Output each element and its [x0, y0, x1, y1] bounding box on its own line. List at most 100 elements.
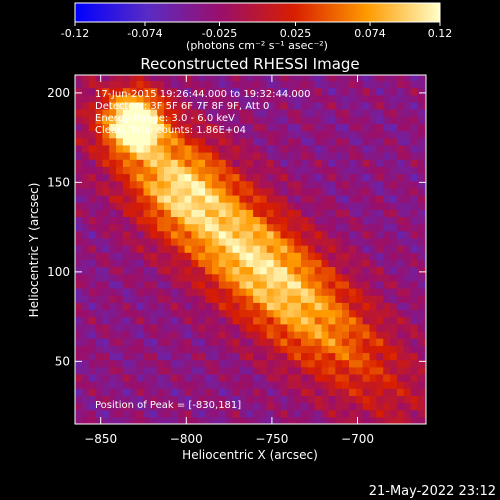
heatmap-cell: [307, 280, 316, 289]
heatmap-cell: [376, 109, 384, 117]
heatmap-cell: [390, 288, 398, 296]
heatmap-cell: [232, 316, 240, 325]
heatmap-cell: [376, 116, 384, 124]
heatmap-cell: [232, 366, 240, 375]
heatmap-cell: [150, 388, 158, 396]
heatmap-cell: [301, 137, 309, 146]
heatmap-cell: [383, 116, 391, 124]
heatmap-cell: [246, 323, 254, 332]
heatmap-cell: [239, 323, 247, 332]
heatmap-cell: [314, 323, 323, 332]
heatmap-cell: [328, 94, 336, 103]
heatmap-cell: [376, 388, 384, 396]
heatmap-cell: [164, 295, 172, 303]
heatmap-cell: [239, 295, 247, 303]
heatmap-cell: [95, 187, 103, 196]
heatmap-cell: [164, 237, 172, 246]
heatmap-cell: [383, 101, 391, 110]
heatmap-cell: [355, 245, 364, 253]
heatmap-cell: [396, 252, 405, 260]
heatmap-cell: [177, 388, 186, 396]
heatmap-cell: [349, 130, 357, 139]
heatmap-cell: [403, 166, 412, 175]
heatmap-cell: [205, 359, 213, 368]
heatmap-cell: [150, 209, 158, 217]
heatmap-cell: [328, 166, 336, 175]
heatmap-cell: [390, 194, 398, 203]
heatmap-cell: [150, 373, 158, 382]
heatmap-cell: [314, 187, 323, 196]
heatmap-cell: [410, 216, 418, 225]
heatmap-cell: [157, 180, 165, 189]
heatmap-cell: [301, 159, 309, 167]
heatmap-cell: [177, 273, 186, 282]
heatmap-cell: [116, 359, 124, 368]
heatmap-cell: [266, 330, 275, 339]
heatmap-cell: [349, 309, 357, 318]
heatmap-cell: [362, 330, 370, 339]
heatmap-cell: [143, 352, 151, 361]
heatmap-cell: [122, 338, 131, 346]
heatmap-cell: [116, 345, 124, 354]
heatmap-cell: [95, 330, 103, 339]
heatmap-cell: [116, 180, 124, 189]
heatmap-cell: [136, 316, 144, 325]
heatmap-cell: [177, 402, 186, 411]
heatmap-cell: [410, 252, 418, 260]
heatmap-cell: [198, 173, 206, 182]
heatmap-cell: [239, 123, 247, 132]
heatmap-cell: [129, 288, 138, 296]
heatmap-cell: [232, 187, 240, 196]
heatmap-cell: [335, 216, 343, 225]
heatmap-cell: [287, 130, 295, 139]
x-tick-label: −750: [255, 432, 288, 446]
heatmap-cell: [266, 259, 275, 268]
heatmap-cell: [246, 223, 254, 232]
heatmap-cell: [239, 159, 247, 167]
heatmap-cell: [95, 388, 103, 396]
heatmap-cell: [273, 409, 281, 418]
heatmap-cell: [349, 94, 357, 103]
heatmap-cell: [349, 75, 357, 81]
heatmap-cell: [75, 288, 83, 296]
heatmap-cell: [266, 359, 275, 368]
heatmap-cell: [88, 223, 97, 232]
heatmap-cell: [362, 288, 370, 296]
heatmap-cell: [212, 345, 220, 354]
heatmap-cell: [301, 87, 309, 96]
heatmap-cell: [122, 409, 131, 418]
heatmap-cell: [150, 187, 158, 196]
heatmap-cell: [191, 338, 199, 346]
heatmap-cell: [328, 109, 336, 117]
heatmap-cell: [376, 395, 384, 404]
heatmap-cell: [239, 373, 247, 382]
heatmap-cell: [198, 409, 206, 418]
heatmap-cell: [253, 75, 261, 81]
heatmap-cell: [294, 409, 302, 418]
heatmap-cell: [403, 323, 412, 332]
heatmap-cell: [417, 137, 425, 146]
heatmap-cell: [362, 116, 370, 124]
heatmap-cell: [335, 309, 343, 318]
heatmap-cell: [287, 316, 295, 325]
heatmap-cell: [417, 395, 425, 404]
heatmap-cell: [335, 101, 343, 110]
heatmap-cell: [177, 101, 186, 110]
heatmap-cell: [102, 245, 110, 253]
heatmap-cell: [355, 166, 364, 175]
heatmap-cell: [253, 266, 261, 275]
heatmap-cell: [280, 416, 288, 424]
heatmap-cell: [301, 223, 309, 232]
heatmap-cell: [362, 80, 370, 89]
heatmap-cell: [355, 309, 364, 318]
heatmap-cell: [314, 94, 323, 103]
heatmap-cell: [246, 152, 254, 160]
heatmap-cell: [109, 216, 117, 225]
heatmap-cell: [287, 216, 295, 225]
heatmap-cell: [321, 223, 329, 232]
heatmap-cell: [349, 116, 357, 124]
heatmap-cell: [95, 209, 103, 217]
heatmap-cell: [95, 101, 103, 110]
heatmap-cell: [396, 316, 405, 325]
heatmap-cell: [362, 373, 370, 382]
